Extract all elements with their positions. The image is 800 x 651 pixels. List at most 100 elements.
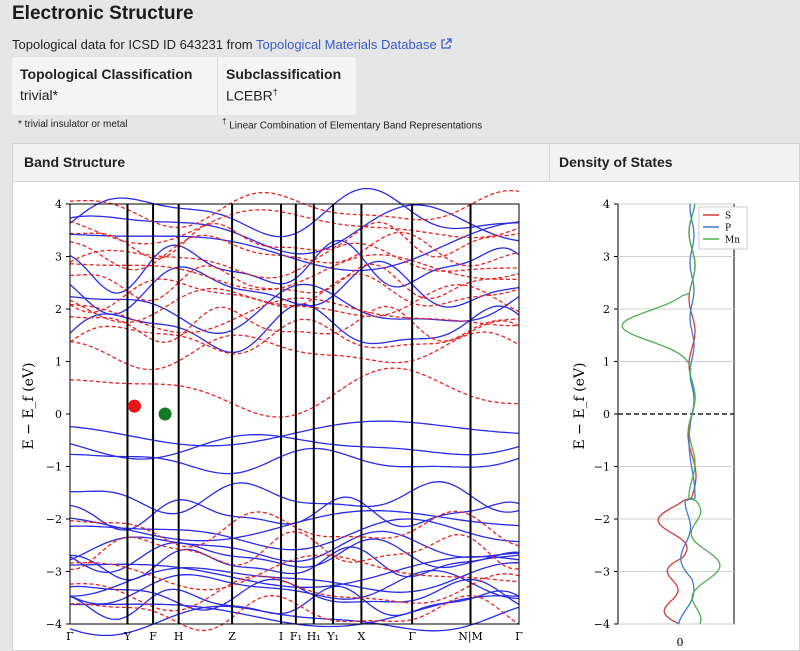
band-solid	[69, 204, 520, 255]
band-xtick-label: X	[357, 630, 365, 643]
band-dashed	[69, 318, 520, 355]
dos-ytick-label: −2	[594, 513, 610, 526]
band-solid	[69, 420, 520, 447]
subclassification-value: LCEBR†	[226, 87, 278, 104]
band-dashed	[69, 331, 520, 371]
band-dashed	[69, 297, 520, 334]
band-xtick-label: H₁	[307, 630, 321, 643]
trivial-footnote: * trivial insulator or metal	[18, 119, 128, 130]
band-dashed	[69, 263, 520, 302]
page-title: Electronic Structure	[12, 3, 194, 24]
topo-db-link[interactable]: Topological Materials Database	[256, 37, 452, 52]
classification-table: Topological Classification trivial* Subc…	[12, 57, 356, 115]
band-solid	[69, 555, 520, 588]
band-xtick-label: Γ	[515, 630, 523, 643]
band-solid	[69, 221, 520, 272]
topological-classification-value: trivial*	[20, 87, 59, 103]
subclassification-col: Subclassification LCEBR†	[218, 57, 356, 115]
band-solid	[69, 260, 520, 315]
external-link-icon	[440, 38, 452, 53]
band-solid	[69, 496, 520, 531]
dos-ytick-label: 0	[603, 408, 610, 421]
band-solid	[69, 530, 520, 563]
band-dashed	[69, 367, 519, 418]
dos-curve-mn	[621, 203, 721, 625]
band-solid	[69, 605, 520, 637]
band-xtick-label: H	[174, 630, 184, 643]
lcebr-footnote: † Linear Combination of Elementary Band …	[222, 117, 483, 132]
band-dashed	[69, 573, 520, 612]
band-xtick-label: N|M	[458, 630, 483, 644]
band-dashed	[69, 231, 520, 271]
band-ytick-label: −3	[46, 566, 62, 579]
band-solid	[69, 569, 520, 605]
topological-classification-header: Topological Classification	[20, 66, 193, 82]
dos-legend-box	[698, 206, 748, 250]
band-solid	[69, 187, 520, 238]
band-xtick-label: F	[149, 630, 157, 643]
dos-y-axis-label: E − E_f (eV)	[572, 362, 588, 449]
band-ytick-label: 1	[55, 356, 62, 369]
band-solid	[69, 303, 520, 354]
band-solid	[69, 578, 520, 611]
topological-classification-col: Topological Classification trivial*	[12, 57, 218, 115]
band-xtick-label: F₁	[290, 630, 302, 643]
band-dashed	[69, 273, 520, 313]
dos-header: Density of States	[559, 154, 673, 170]
legend-label: Mn	[725, 236, 740, 246]
band-dashed	[69, 189, 520, 229]
band-structure-header: Band Structure	[24, 154, 126, 170]
panel-header: Band Structure Density of States	[13, 144, 799, 182]
red-marker[interactable]	[127, 399, 141, 413]
band-ytick-label: −4	[46, 618, 62, 631]
band-structure-plot: 4 3 2 1 0 −1 −2 −3 −4 Γ Y F H Z I F₁ H₁ Y₁ X Γ N|M Γ E − E_f…	[21, 187, 523, 644]
dos-ytick-label: 2	[603, 303, 610, 316]
topo-source-line: Topological data for ICSD ID 643231 from…	[12, 37, 452, 53]
band-dashed	[69, 594, 520, 632]
subclassification-header: Subclassification	[226, 66, 342, 82]
band-xtick-label: Γ	[408, 630, 416, 643]
band-xtick-label: Y	[123, 630, 132, 643]
dos-ytick-label: −4	[594, 618, 610, 631]
dos-ytick-label: −3	[594, 566, 610, 579]
dos-ytick-label: −1	[594, 461, 610, 474]
band-dashed	[69, 242, 520, 279]
band-solid	[69, 447, 520, 475]
band-dashed	[69, 305, 520, 343]
band-solid	[69, 509, 520, 542]
dos-ytick-label: 3	[603, 251, 610, 264]
dos-ytick-label: 4	[603, 198, 610, 211]
band-ytick-label: 0	[55, 408, 62, 421]
legend-label: S	[725, 212, 731, 222]
band-ytick-label: −2	[46, 513, 62, 526]
band-xtick-label: Y₁	[326, 630, 339, 643]
band-solid	[69, 481, 520, 515]
band-solid	[69, 434, 520, 460]
band-xtick-label: Z	[228, 630, 236, 643]
electronic-structure-panel: Band Structure Density of States 4 3 2 1 0 −1…	[12, 143, 800, 651]
band-ytick-label: 2	[55, 303, 62, 316]
band-ytick-label: 3	[55, 251, 62, 264]
band-solid	[70, 562, 520, 597]
band-solid	[69, 239, 520, 294]
band-ytick-label: 4	[55, 198, 62, 211]
topo-prefix: Topological data for ICSD ID 643231 from	[12, 37, 257, 52]
band-solid	[69, 283, 520, 334]
band-dashed	[70, 530, 520, 571]
band-dashed	[69, 554, 520, 591]
band-dashed	[69, 209, 520, 245]
band-ytick-label: −1	[46, 461, 62, 474]
dos-x-tick: 0	[677, 636, 684, 649]
band-dashed	[69, 284, 520, 324]
legend-label: P	[725, 224, 731, 234]
dos-legend: SP Mn	[698, 206, 748, 250]
band-solid	[69, 518, 520, 551]
band-solid	[69, 538, 520, 574]
band-dashed	[69, 221, 520, 260]
band-y-axis-label: E − E_f (eV)	[21, 362, 37, 449]
band-xtick-label: I	[279, 630, 283, 643]
green-marker[interactable]	[158, 407, 172, 421]
band-xtick-label: Γ	[66, 630, 74, 643]
band-dashed	[69, 510, 520, 548]
dos-ytick-label: 1	[603, 356, 610, 369]
